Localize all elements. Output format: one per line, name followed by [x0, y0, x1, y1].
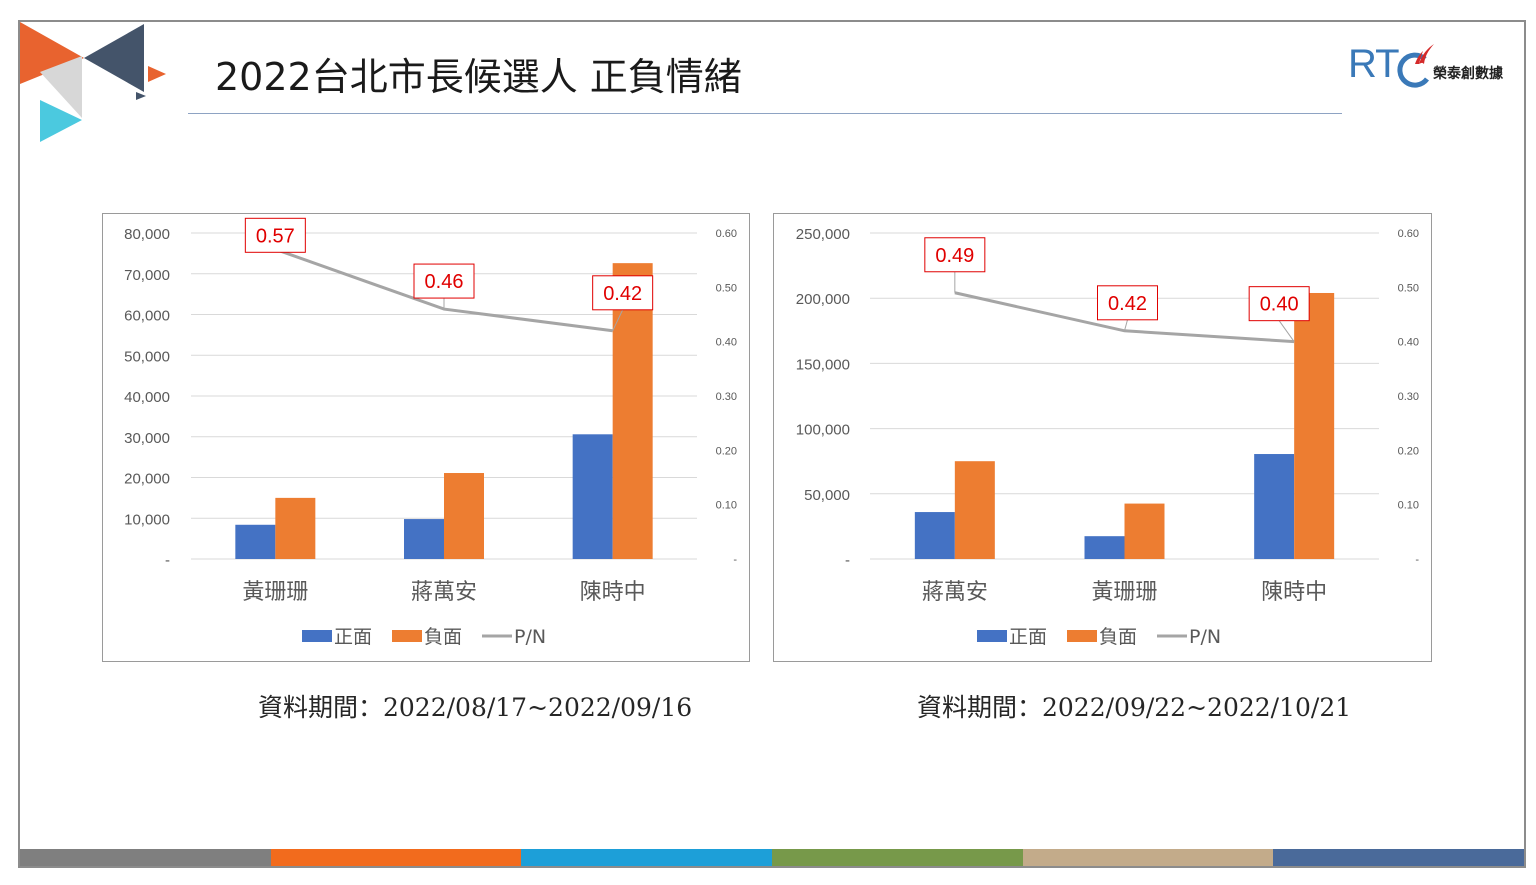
legend-label: P/N [514, 626, 546, 648]
data-label-box [1248, 286, 1310, 322]
y2-tick-label: 0.60 [1398, 228, 1419, 240]
y-tick-label: 40,000 [124, 389, 170, 406]
pn-data-label: 0.40 [1260, 294, 1299, 316]
bottom-bar-segment [772, 849, 1023, 866]
data-label-box [244, 217, 306, 253]
bar-負面 [275, 497, 316, 559]
pn-data-label: 0.46 [425, 271, 464, 293]
bar-負面 [612, 263, 653, 559]
slide: 2022台北市長候選人 正負情緒 RT 榮泰創數據 - 10,000 20,000 3… [18, 20, 1526, 868]
bottom-bar-segment [1022, 849, 1274, 866]
y2-tick-label: 0.40 [716, 337, 737, 349]
bar-正面 [404, 519, 444, 559]
logo-flame-icon [1397, 44, 1434, 88]
bottom-bar-segment [270, 849, 522, 866]
bar-正面 [1084, 536, 1125, 559]
y2-tick-label: 0.50 [716, 282, 737, 294]
legend-label: P/N [1189, 626, 1221, 648]
y-tick-label: 70,000 [124, 267, 170, 284]
legend-label: 正面 [334, 626, 372, 648]
bottom-color-bar [20, 849, 1524, 866]
y2-tick-label: 0.30 [1398, 391, 1419, 403]
x-category-label: 蔣萬安 [411, 580, 477, 605]
bar-正面 [235, 524, 276, 559]
y-tick-label: 50,000 [804, 487, 850, 504]
x-category-label: 黃珊珊 [1091, 580, 1157, 605]
x-category-label: 陳時中 [1261, 580, 1327, 605]
legend-label: 負面 [424, 626, 462, 648]
y2-tick-label: 0.20 [1398, 445, 1419, 457]
data-label-leader [1278, 320, 1295, 342]
y2-tick-label: 0.50 [1398, 282, 1419, 294]
legend-swatch [977, 630, 1007, 642]
y-tick-label: - [845, 552, 850, 569]
y2-tick-label: 0.60 [716, 228, 737, 240]
chart-panel-left: - 10,000 20,000 30,000 40,000 50,000 60,000 70,… [102, 213, 750, 662]
logo: RT 榮泰創數據 [1346, 36, 1524, 92]
data-label-box [924, 237, 986, 273]
legend-label: 正面 [1009, 626, 1047, 648]
bar-正面 [572, 434, 613, 559]
corner-decoration [20, 22, 166, 142]
bar-負面 [444, 473, 484, 559]
bottom-bar-segment [20, 849, 271, 866]
y2-tick-label: - [733, 554, 737, 566]
legend-swatch [302, 630, 332, 642]
y2-tick-label: 0.20 [716, 445, 737, 457]
page-title: 2022台北市長候選人 正負情緒 [215, 55, 742, 99]
logo-brand: RT [1348, 42, 1400, 86]
y-tick-label: 60,000 [124, 308, 170, 325]
chart-left-svg: - 10,000 20,000 30,000 40,000 50,000 60,000 70,… [124, 217, 737, 648]
x-category-label: 蔣萬安 [922, 580, 988, 605]
data-label-leader [1124, 319, 1128, 331]
data-period-caption-left: 資料期間：2022/08/17~2022/09/16 [258, 693, 693, 722]
y-tick-label: 10,000 [124, 511, 170, 528]
x-category-label: 陳時中 [580, 580, 646, 605]
y2-tick-label: 0.10 [1398, 500, 1419, 512]
data-label-box [1097, 285, 1158, 321]
y-tick-label: 200,000 [796, 291, 850, 308]
title-divider [188, 113, 1342, 114]
bottom-bar-segment [1273, 849, 1524, 866]
bar-負面 [1124, 503, 1165, 559]
y-tick-label: 100,000 [796, 422, 850, 439]
chart-panel-right: - 50,000 100,000 150,000 200,000 250,000 - 0.10… [773, 213, 1432, 662]
y-tick-label: 150,000 [796, 356, 850, 373]
pn-data-label: 0.49 [935, 245, 974, 267]
y-tick-label: - [165, 552, 170, 569]
y-tick-label: 30,000 [124, 430, 170, 447]
data-label-box [592, 275, 654, 311]
y2-tick-label: - [1415, 554, 1419, 566]
y-tick-label: 50,000 [124, 348, 170, 365]
data-label-box [413, 263, 475, 299]
legend-swatch [1067, 630, 1097, 642]
pn-data-label: 0.57 [256, 225, 295, 247]
data-label-leader [612, 309, 624, 332]
bar-負面 [1294, 292, 1335, 559]
y2-tick-label: 0.30 [716, 391, 737, 403]
logo-company-name: 榮泰創數據 [1433, 66, 1503, 82]
legend-label: 負面 [1099, 626, 1137, 648]
y-tick-label: 20,000 [124, 471, 170, 488]
pn-data-label: 0.42 [603, 283, 642, 305]
y-tick-label: 250,000 [796, 226, 850, 243]
bottom-bar-segment [521, 849, 773, 866]
y-tick-label: 80,000 [124, 226, 170, 243]
bar-正面 [1254, 454, 1295, 559]
x-category-label: 黃珊珊 [242, 580, 308, 605]
data-period-caption-right: 資料期間：2022/09/22~2022/10/21 [917, 693, 1352, 722]
legend-swatch [392, 630, 422, 642]
y2-tick-label: 0.40 [1398, 337, 1419, 349]
pn-data-label: 0.42 [1108, 293, 1147, 315]
bar-負面 [954, 461, 995, 559]
y2-tick-label: 0.10 [716, 500, 737, 512]
bar-正面 [914, 512, 955, 559]
chart-right-svg: - 50,000 100,000 150,000 200,000 250,000 - 0.10… [796, 226, 1420, 648]
